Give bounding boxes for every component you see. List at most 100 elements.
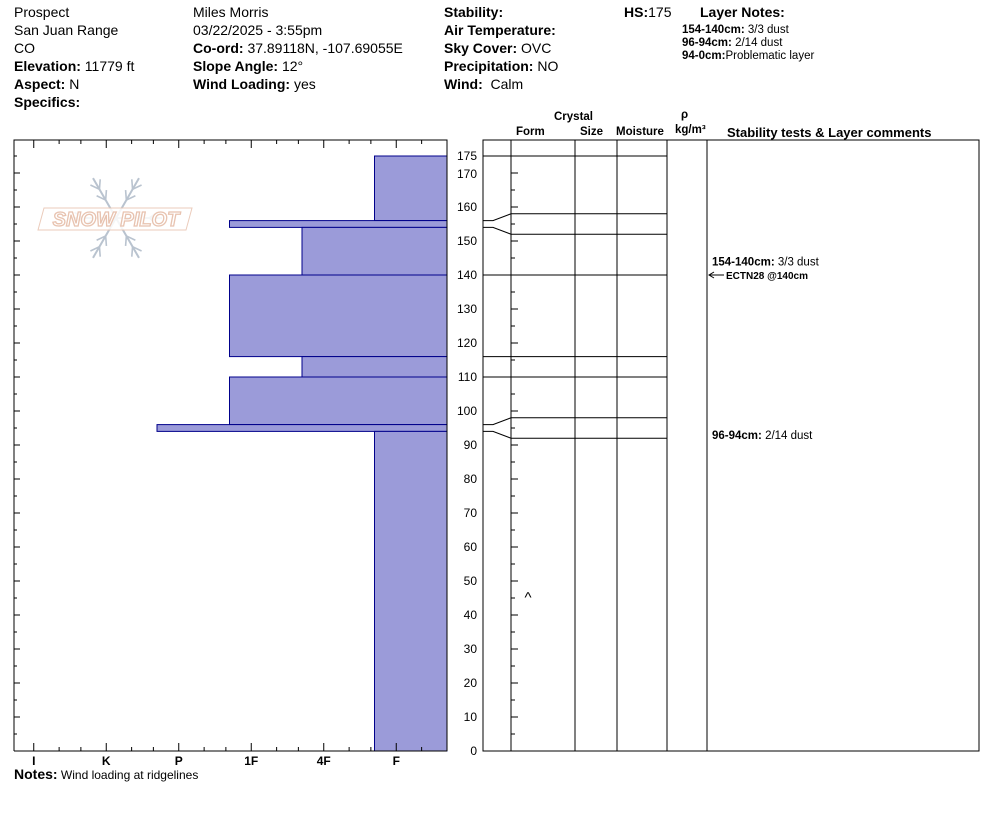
coord-label: Co-ord: [193, 40, 244, 56]
aspect-value: N [69, 76, 80, 92]
logo-text: SNOW PILOT [53, 209, 181, 231]
hardness-bar-p [156, 424, 448, 432]
snowflake-branch [98, 179, 102, 190]
hardness-label-f: F [393, 754, 400, 768]
stability-label: Stability: [444, 4, 504, 20]
layer-note-3: 94-0cm:Problematic layer [682, 50, 815, 62]
snowflake-branch [132, 245, 142, 252]
moisture-header: Moisture [616, 126, 664, 138]
depth-label-40: 40 [464, 608, 478, 622]
sky-value: OVC [521, 40, 552, 56]
wind-label: Wind: [444, 76, 483, 92]
wind-row: Wind: Calm [444, 75, 523, 93]
depth-label-130: 130 [457, 302, 477, 316]
observation-datetime: 03/22/2025 - 3:55pm [193, 22, 323, 38]
snowflake-branch [132, 184, 142, 191]
precip-row: Precipitation: NO [444, 57, 558, 75]
hardness-label-p: P [175, 754, 183, 768]
density-unit-header: kg/m³ [675, 124, 706, 136]
wind-value: Calm [490, 76, 524, 92]
snowflake-branch [126, 235, 136, 241]
layer-comment: 154-140cm: 3/3 dust [712, 256, 820, 268]
logo-banner [37, 207, 193, 231]
depth-label-160: 160 [457, 200, 477, 214]
layer-boundary [483, 213, 667, 222]
hardness-bar-f [374, 155, 448, 222]
depth-label-150: 150 [457, 234, 477, 248]
hardness-label-k: K [102, 754, 111, 768]
depth-label-20: 20 [464, 676, 478, 690]
stability-test-result: ECTN28 @140cm [726, 271, 808, 282]
hardness-bar-f [374, 430, 448, 752]
depth-label-60: 60 [464, 540, 478, 554]
hardness-profile [156, 155, 448, 752]
slope-value: 12° [281, 58, 304, 74]
notes-label: Notes: [14, 766, 58, 782]
slope-label: Slope Angle: [193, 58, 279, 74]
depth-label-170: 170 [457, 167, 477, 181]
depth-label-120: 120 [457, 336, 477, 350]
hs-label: HS: [624, 4, 649, 20]
hardness-bar-1f [229, 376, 448, 426]
observer-name: Miles Morris [193, 4, 269, 20]
rho-header: ρ [681, 109, 689, 121]
snowflake-branch [90, 245, 100, 252]
elevation-value: 11779 ft [84, 58, 135, 74]
snowflake-branch [90, 184, 100, 191]
snowpilot-logo: SNOW PILOT [37, 177, 193, 259]
snowflake-branch [130, 179, 134, 190]
depth-label-0: 0 [470, 744, 477, 758]
form-header: Form [516, 126, 545, 138]
snowflake-branch [104, 190, 108, 201]
air-temp-label: Air Temperature: [444, 22, 556, 38]
hardness-label-4f: 4F [317, 754, 331, 768]
grain-form-symbol: ^ [524, 590, 531, 607]
crystal-header: Crystal [554, 111, 593, 123]
size-header: Size [580, 126, 604, 138]
depth-label-90: 90 [464, 438, 478, 452]
layer-comment-range: 154-140cm: [712, 256, 778, 268]
aspect-label: Aspect: [14, 76, 66, 92]
location-name: Prospect [14, 4, 70, 20]
range-name: San Juan Range [14, 22, 119, 38]
layer-boundary [483, 430, 667, 439]
snowflake-branch [126, 195, 136, 201]
depth-label-80: 80 [464, 472, 478, 486]
snowflake-branch [98, 246, 102, 257]
hardness-bar-1f [229, 220, 448, 228]
coord-value: 37.89118N, -107.69055E [247, 40, 403, 56]
snowflake-branch [96, 195, 106, 201]
layer-notes-label: Layer Notes: [700, 4, 785, 20]
precip-value: NO [537, 58, 559, 74]
hardness-label-i: I [32, 754, 35, 768]
snowflake-branch [130, 246, 134, 257]
layer-comment-text: 3/3 dust [778, 256, 820, 268]
hs-row: HS:175 [624, 3, 671, 21]
layer-note-1: 154-140cm: 3/3 dust [682, 24, 789, 36]
snowflake-branch [124, 235, 128, 246]
table-frame [482, 139, 980, 752]
specifics-label: Specifics: [14, 94, 81, 110]
layer-comment: 96-94cm: 2/14 dust [712, 430, 813, 442]
hardness-plot-frame: I K P 1F 4F F [13, 139, 448, 768]
sky-row: Sky Cover: OVC [444, 39, 551, 57]
layer-boundary [483, 417, 667, 426]
hardness-bar-1f [229, 274, 448, 358]
layer-comments: 154-140cm: 3/3 dust ECTN28 @140cm 96-94cm:… [708, 256, 820, 442]
slope-row: Slope Angle: 12° [193, 57, 303, 75]
depth-label-175: 175 [457, 149, 477, 163]
layer-boundary [483, 226, 667, 235]
depth-label-10: 10 [464, 710, 478, 724]
profile-table: ^ [482, 139, 980, 752]
sky-label: Sky Cover: [444, 40, 518, 56]
wind-loading-value: yes [293, 76, 316, 92]
depth-label-100: 100 [457, 404, 477, 418]
snowflake-branch [96, 235, 106, 241]
hardness-bar-4f [301, 356, 448, 378]
snowflake-branch [124, 190, 128, 201]
stability-comments-header: Stability tests & Layer comments [727, 125, 932, 140]
layer-comment-range: 96-94cm: [712, 430, 765, 442]
notes-row: Notes: Wind loading at ridgelines [14, 766, 198, 783]
wind-loading-row: Wind Loading: yes [193, 75, 316, 93]
